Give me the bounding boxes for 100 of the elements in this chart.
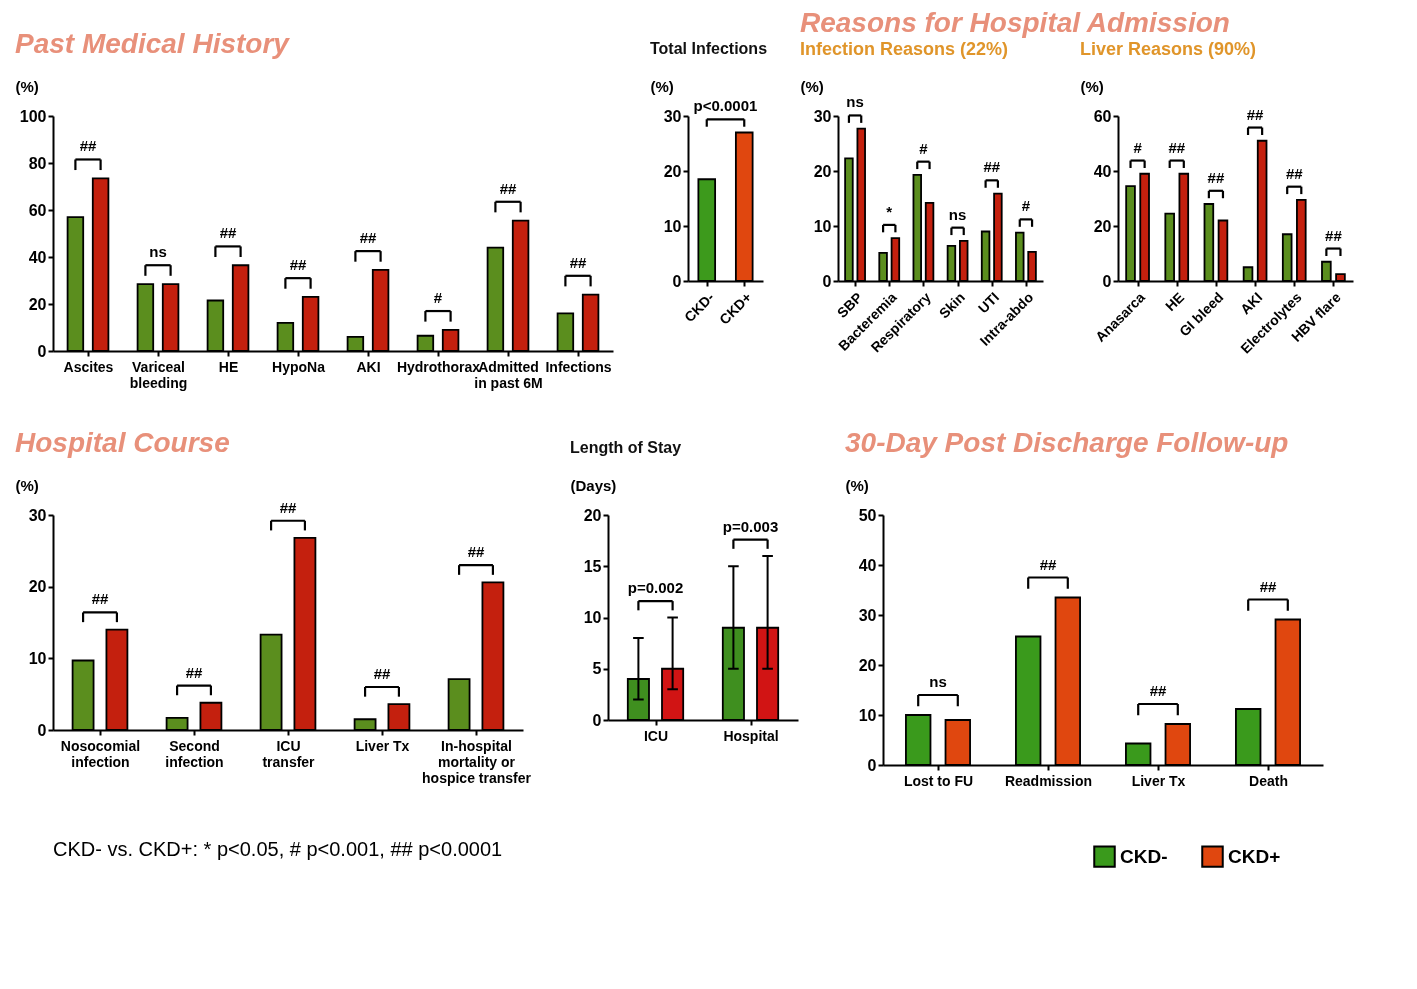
y-tick-label: 0 (672, 272, 682, 290)
y-tick-label: 0 (867, 756, 877, 774)
annotation: ## (983, 158, 1001, 176)
y-tick-label: 30 (858, 606, 877, 624)
y-axis-title: (%) (1080, 77, 1104, 95)
x-tick-label: AKI (356, 358, 381, 375)
x-tick-label: Variceal bleeding (129, 358, 188, 391)
y-tick-label: 10 (858, 706, 877, 724)
annotation: p=0.002 (627, 579, 684, 597)
annotation: ## (1259, 577, 1277, 595)
annotation: ## (467, 543, 485, 561)
y-tick-label: 30 (28, 506, 47, 524)
y-axis-title: (%) (650, 77, 674, 95)
y-axis-title: (%) (15, 476, 39, 494)
legend-label: CKD- (1120, 845, 1168, 867)
chart-title: Hospital Course (15, 427, 230, 458)
annotation: ## (499, 179, 517, 197)
y-tick-label: 20 (1093, 217, 1112, 235)
chart-title: Length of Stay (570, 439, 682, 456)
y-tick-label: 80 (28, 154, 47, 172)
y-tick-label: 0 (822, 272, 832, 290)
y-tick-label: 5 (592, 660, 602, 678)
x-tick-label: Liver Tx (1131, 772, 1186, 789)
y-tick-label: 30 (813, 107, 832, 125)
text: p<0.0001 (693, 97, 758, 115)
text: CKD- vs. CKD+: * p<0.05, # p<0.001, ## p<0.0001 (53, 838, 503, 860)
annotation: ns (948, 205, 967, 223)
annotation: * (886, 202, 893, 220)
y-tick-label: 20 (28, 295, 47, 313)
annotation: ## (289, 256, 307, 274)
chart-title: Past Medical History (15, 28, 291, 59)
text: ns (846, 93, 864, 111)
annotation: # (1021, 197, 1031, 215)
y-tick-label: 20 (583, 506, 602, 524)
annotation: ## (219, 224, 237, 242)
annotation: ## (373, 665, 391, 682)
y-tick-label: 10 (28, 649, 47, 667)
y-tick-label: 0 (1102, 272, 1112, 290)
x-tick-label: Nosocomial infection (60, 737, 141, 770)
x-tick-label: Hospital (723, 727, 779, 744)
y-tick-label: 10 (813, 217, 832, 235)
y-tick-label: 30 (663, 107, 682, 125)
x-tick-label: Readmission (1004, 772, 1093, 789)
x-tick-label: HypoNa (272, 358, 326, 375)
x-tick-label: ICU (643, 727, 669, 744)
legend-label: CKD+ (1228, 845, 1281, 867)
annotation: ## (1325, 226, 1343, 244)
y-tick-label: 50 (858, 506, 877, 524)
annotation: ## (1285, 164, 1304, 182)
x-tick-label: ICU transfer (262, 737, 316, 770)
annotation: ns (929, 673, 947, 690)
y-axis-title: (%) (845, 476, 869, 494)
annotation: ## (1246, 105, 1265, 123)
x-tick-label: Infections (545, 358, 612, 375)
annotation: # (919, 139, 929, 157)
y-tick-label: 40 (1093, 162, 1112, 180)
y-tick-label: 60 (28, 201, 47, 219)
y-tick-label: 0 (592, 711, 602, 729)
chart-title: 30-Day Post Discharge Follow-up (845, 427, 1289, 458)
annotation: ## (1149, 682, 1167, 699)
y-tick-label: 0 (37, 721, 47, 739)
y-tick-label: 15 (583, 557, 602, 575)
chart-title: Total Infections (650, 40, 768, 57)
x-tick-label: Ascites (63, 358, 114, 375)
x-tick-label: HE (218, 358, 239, 375)
annotation: ## (1207, 168, 1225, 186)
annotation: # (433, 289, 443, 307)
annotation: ## (1039, 555, 1057, 573)
y-tick-label: 20 (813, 162, 832, 180)
y-tick-label: 10 (583, 609, 602, 626)
y-axis-title: (%) (15, 77, 39, 95)
x-tick-label: In-hospital mortality or hospice transfer (422, 737, 532, 786)
annotation: ## (359, 229, 377, 247)
y-tick-label: 40 (858, 556, 877, 574)
annotation: ## (1168, 138, 1186, 156)
x-tick-label: Lost to FU (903, 772, 974, 789)
annotation: ## (279, 498, 297, 516)
x-tick-label: Second infection (165, 737, 224, 770)
y-tick-label: 0 (37, 342, 47, 360)
annotation: ## (79, 137, 97, 155)
chart-subtitle: Infection Reasons (22%) (800, 39, 1009, 59)
annotation: ## (569, 253, 587, 271)
chart-title: Reasons for Hospital Admission (800, 7, 1230, 38)
annotation: ## (185, 663, 203, 681)
y-axis-title: (%) (800, 77, 824, 95)
y-axis-title: (Days) (570, 476, 617, 494)
annotation: p=0.003 (722, 517, 779, 535)
annotation: ns (149, 243, 167, 261)
y-tick-label: 20 (858, 656, 877, 674)
y-tick-label: 20 (663, 162, 682, 180)
y-tick-label: 100 (19, 107, 47, 125)
y-tick-label: 20 (28, 578, 47, 596)
x-tick-label: HE (1162, 289, 1188, 315)
y-tick-label: 10 (663, 217, 682, 235)
annotation: ## (91, 590, 109, 608)
annotation: # (1133, 138, 1143, 156)
x-tick-label: Death (1249, 772, 1288, 789)
y-tick-label: 40 (28, 248, 47, 266)
chart-title: Liver Reasons (90%) (1080, 39, 1257, 59)
x-tick-label: Liver Tx (355, 737, 410, 754)
